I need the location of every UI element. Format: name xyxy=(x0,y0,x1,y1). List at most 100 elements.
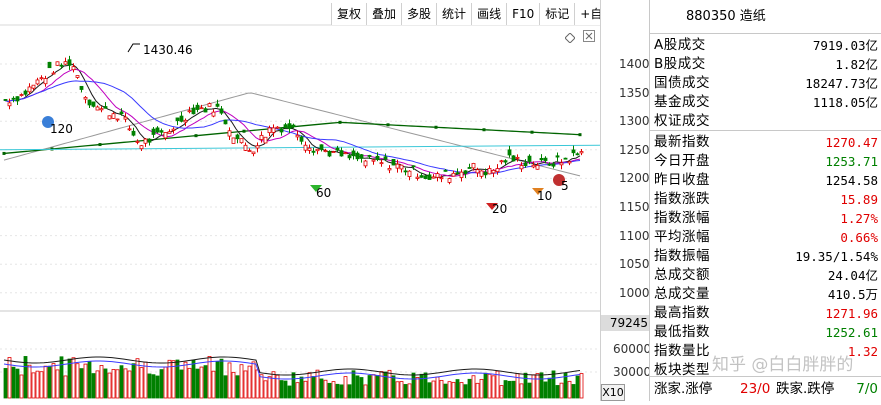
volume-bar xyxy=(39,371,44,399)
candle-body xyxy=(259,134,264,140)
volume-bar xyxy=(383,371,388,399)
toolbar-button-1[interactable]: 叠加 xyxy=(366,3,402,25)
toolbar-button-3[interactable]: 统计 xyxy=(436,3,472,25)
stat-label: 总成交额 xyxy=(654,267,710,283)
candle-body xyxy=(387,168,392,171)
candle-body xyxy=(79,85,84,90)
candle-body xyxy=(19,94,24,96)
candle-body xyxy=(579,151,584,154)
marker-icon xyxy=(310,185,322,192)
volume-bar xyxy=(483,372,488,399)
volume-bar xyxy=(255,369,260,399)
candle-body xyxy=(515,156,520,159)
candle-body xyxy=(543,157,548,161)
stat-row: 最新指数 1270.47 xyxy=(654,133,878,152)
volume-bar xyxy=(27,364,32,399)
toolbar-button-5[interactable]: F10 xyxy=(506,3,540,25)
candle-body xyxy=(355,152,360,160)
candle-body xyxy=(459,171,464,178)
toolbar-button-4[interactable]: 画线 xyxy=(471,3,507,25)
volume-bar xyxy=(231,371,236,399)
toolbar-button-0[interactable]: 复权 xyxy=(331,3,367,25)
candle-body xyxy=(531,164,536,168)
volume-bar xyxy=(75,363,80,399)
candle-body xyxy=(75,75,80,78)
toolbar-button-6[interactable]: 标记 xyxy=(539,3,575,25)
volume-bar xyxy=(127,370,132,399)
volume-bar xyxy=(355,375,360,399)
volume-bar xyxy=(151,374,156,399)
candle-body xyxy=(39,77,44,80)
candle-body xyxy=(131,130,136,136)
candle-body xyxy=(67,59,72,66)
marker-icon xyxy=(553,174,565,186)
sector-code: 880350 xyxy=(686,9,736,24)
candle-body xyxy=(223,119,228,125)
volume-bar xyxy=(67,358,72,399)
volume-bar xyxy=(447,381,452,399)
volume-bar xyxy=(211,370,216,399)
high-pointer xyxy=(127,43,140,53)
ma120-line xyxy=(3,92,581,177)
candle-body xyxy=(363,160,368,167)
volume-bar xyxy=(359,377,364,399)
candle-body xyxy=(11,97,16,100)
candle-body xyxy=(503,160,508,163)
candle-body xyxy=(83,96,88,100)
volume-bar xyxy=(171,360,176,399)
candle-body xyxy=(471,163,476,169)
volume-bar xyxy=(87,361,92,399)
candle-body xyxy=(375,155,380,160)
stat-value: 18247.73亿 xyxy=(805,76,878,91)
reference-line xyxy=(0,144,601,151)
stat-label: B股成交 xyxy=(654,56,706,72)
volume-bar xyxy=(115,369,120,399)
candle-body xyxy=(219,108,224,114)
toolbar-button-2[interactable]: 多股 xyxy=(401,3,437,25)
volume-bar xyxy=(467,378,472,399)
candle-body xyxy=(491,169,496,174)
stat-label: A股成交 xyxy=(654,37,706,53)
candle-body xyxy=(575,153,580,156)
marker-icon xyxy=(532,188,544,195)
candle-body xyxy=(71,66,76,71)
stat-row: 最低指数 1252.61 xyxy=(654,323,878,342)
candle-body xyxy=(275,126,280,129)
volume-bar xyxy=(323,379,328,399)
candle-body xyxy=(63,61,68,65)
candle-body xyxy=(227,130,232,137)
candle-body xyxy=(183,119,188,123)
volume-bar xyxy=(407,383,412,399)
volume-bar xyxy=(315,369,320,399)
kline-chart-area[interactable]: 1430.46 120 60 20 10 5 xyxy=(0,0,601,401)
volume-bar xyxy=(555,385,560,399)
kline-chart[interactable]: 1430.46 120 60 20 10 5 xyxy=(0,0,601,401)
collapse-icon[interactable] xyxy=(564,28,576,44)
volume-bar xyxy=(239,364,244,399)
volume-bar xyxy=(199,366,204,399)
stat-value: 7919.03亿 xyxy=(812,38,878,53)
volume-bar xyxy=(175,359,180,399)
footer-divider xyxy=(650,376,881,377)
candle-body xyxy=(87,99,92,106)
volume-bar xyxy=(187,367,192,399)
up-value: 23/0 xyxy=(740,381,771,397)
volume-bar xyxy=(527,382,532,399)
candle-body xyxy=(287,123,292,129)
volume-bar xyxy=(551,370,556,399)
volume-bar xyxy=(343,376,348,399)
volume-bar xyxy=(223,375,228,399)
volume-bar xyxy=(19,374,24,399)
stat-label: 国债成交 xyxy=(654,75,710,91)
close-icon[interactable] xyxy=(583,27,595,42)
candle-body xyxy=(111,113,116,119)
volume-bar xyxy=(435,376,440,399)
price-tick-label: 1050 xyxy=(619,257,650,272)
volume-bar xyxy=(339,384,344,399)
stat-label: 昨日收盘 xyxy=(654,172,710,188)
volume-bar xyxy=(487,373,492,399)
candle-body xyxy=(215,103,220,107)
stat-value: 19.35/1.54% xyxy=(795,249,878,264)
candle-body xyxy=(479,170,484,177)
candle-body xyxy=(235,134,240,140)
